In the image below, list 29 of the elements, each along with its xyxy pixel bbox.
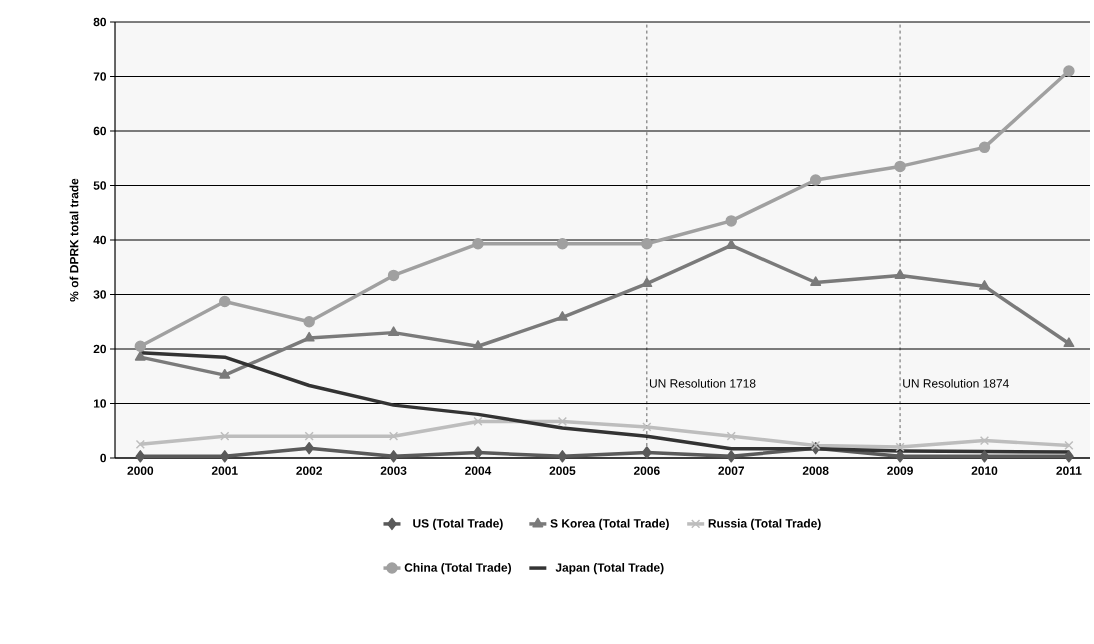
legend-label: Russia (Total Trade) xyxy=(708,518,821,530)
x-tick-label: 2003 xyxy=(380,466,407,475)
y-tick-label: 0 xyxy=(100,453,107,463)
x-tick-label: 2010 xyxy=(971,466,998,475)
y-tick-label: 10 xyxy=(93,399,107,408)
legend-label: Japan (Total Trade) xyxy=(555,563,664,575)
ref-line-label: UN Resolution 1874 xyxy=(903,378,1009,388)
y-tick-label: 60 xyxy=(93,126,107,136)
x-tick-label: 2011 xyxy=(1056,466,1082,475)
y-tick-label: 70 xyxy=(93,72,107,81)
y-tick-label: 30 xyxy=(93,290,107,299)
ref-line-label: UN Resolution 1718 xyxy=(649,378,756,388)
x-tick-label: 2000 xyxy=(127,466,154,475)
y-tick-label: 80 xyxy=(93,17,107,27)
legend-label: US (Total Trade) xyxy=(413,518,503,530)
y-axis-title: % of DPRK total trade xyxy=(69,178,79,302)
x-tick-label: 2002 xyxy=(296,466,322,475)
y-tick-label: 50 xyxy=(93,181,107,190)
x-tick-label: 2005 xyxy=(549,466,576,475)
x-tick-label: 2006 xyxy=(633,466,660,475)
x-tick-label: 2001 xyxy=(211,466,238,475)
x-tick-label: 2007 xyxy=(718,466,745,475)
x-tick-label: 2004 xyxy=(465,466,492,475)
legend-label: S Korea (Total Trade) xyxy=(550,518,669,530)
y-tick-label: 20 xyxy=(93,344,107,354)
legend-label: China (Total Trade) xyxy=(404,563,512,575)
x-tick-label: 2008 xyxy=(802,466,829,475)
x-tick-label: 2009 xyxy=(887,466,913,475)
y-tick-label: 40 xyxy=(93,235,107,245)
